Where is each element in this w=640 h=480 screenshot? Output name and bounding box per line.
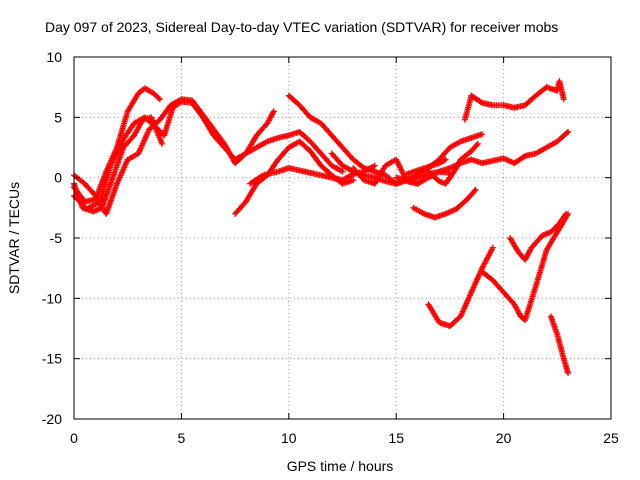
grid: [74, 57, 611, 419]
x-tick-label: 0: [70, 430, 78, 446]
x-tick-label: 5: [178, 430, 186, 446]
series-track-12: [410, 186, 479, 221]
y-tick-label: -5: [50, 230, 63, 246]
series-track-15: [425, 244, 496, 330]
data-point: [441, 157, 448, 164]
series-track-18: [547, 313, 572, 377]
data-point: [472, 186, 479, 193]
data-point: [479, 131, 486, 138]
data-point: [565, 370, 572, 377]
axis-ticks: [73, 56, 612, 420]
data-point: [477, 98, 484, 105]
data-point: [156, 96, 163, 103]
data-point: [489, 244, 496, 251]
data-point: [159, 140, 166, 147]
y-tick-label: -15: [42, 351, 62, 367]
data-point: [560, 96, 567, 103]
series-track-9: [350, 156, 453, 187]
data-point: [371, 162, 378, 169]
series-track-17: [507, 210, 569, 263]
x-axis-label: GPS time / hours: [287, 458, 394, 474]
y-tick-label: 10: [46, 49, 62, 65]
tick-labels: 0 5 10 15 20 25 -20 -15 -10 -5 0 5 10: [42, 49, 619, 446]
y-tick-label: 5: [54, 109, 62, 125]
data-point: [471, 187, 478, 194]
y-axis-label: SDTVAR / TECUs: [6, 182, 22, 294]
data-points: [71, 78, 572, 377]
x-tick-label: 20: [496, 430, 512, 446]
data-point: [565, 128, 572, 135]
x-tick-label: 15: [388, 430, 404, 446]
data-point: [350, 177, 357, 184]
data-point: [155, 95, 162, 102]
data-point: [520, 153, 527, 160]
data-point: [562, 210, 569, 217]
data-point: [339, 168, 346, 175]
series-track-13: [425, 140, 481, 187]
data-point: [473, 142, 480, 149]
x-tick-label: 10: [281, 430, 297, 446]
y-tick-label: 0: [54, 170, 62, 186]
series-track-5: [232, 138, 357, 217]
series-track-16: [479, 210, 572, 324]
series-track-8: [328, 128, 572, 187]
data-point: [442, 156, 449, 163]
x-tick-label: 25: [603, 430, 619, 446]
data-point: [474, 140, 481, 147]
series-track-11: [403, 156, 449, 178]
y-tick-label: -10: [42, 290, 62, 306]
data-point: [270, 108, 277, 115]
series-track-4: [71, 96, 346, 217]
series-track-14: [461, 78, 567, 123]
y-tick-label: -20: [42, 411, 62, 427]
data-point: [563, 129, 570, 136]
chart-title: Day 097 of 2023, Sidereal Day-to-day VTE…: [45, 19, 558, 35]
